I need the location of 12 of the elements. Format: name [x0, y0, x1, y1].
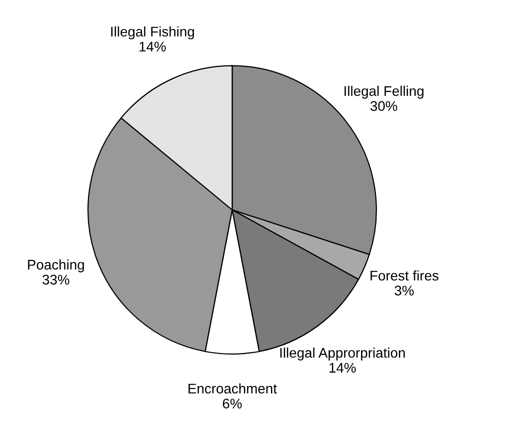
- data-label: 33%: [42, 274, 70, 285]
- data-label: 14%: [330, 362, 356, 373]
- data-label: 14%: [140, 42, 166, 52]
- slice-label: Encroachment: [188, 383, 277, 394]
- slice-label: Illegal Fishing: [111, 26, 194, 40]
- data-label: 30%: [370, 101, 398, 111]
- data-label: 6%: [222, 398, 242, 408]
- data-label: 3%: [394, 286, 414, 296]
- slice-label: Illegal Approrpriation: [280, 348, 405, 360]
- slice-label: Forest fires: [370, 270, 438, 281]
- slice-label: Illegal Felling: [344, 86, 424, 99]
- slice-label: Poaching: [28, 259, 84, 272]
